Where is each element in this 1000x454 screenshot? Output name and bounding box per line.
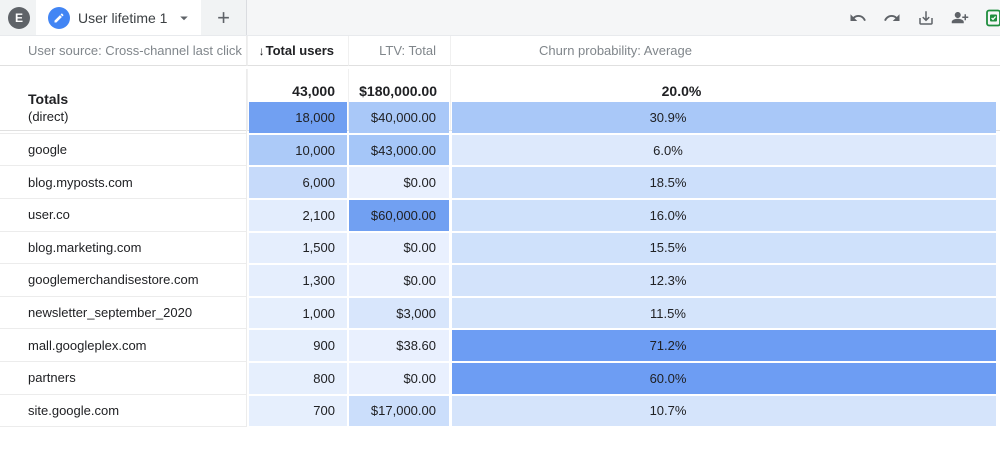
users-heatmap-cell: 1,000 (249, 297, 347, 329)
ltv-heatmap-cell: $0.00 (349, 167, 449, 198)
totals-label: Totals (0, 68, 247, 131)
column-header-total-users-label: Total users (265, 43, 334, 58)
row-source-label[interactable]: (direct) (0, 101, 247, 134)
edit-pencil-icon (48, 6, 70, 29)
row-source-label[interactable]: partners (0, 361, 247, 395)
row-ltv-cell[interactable]: $43,000.00 (348, 134, 450, 167)
row-ltv-cell[interactable]: $17,000.00 (348, 395, 450, 428)
avatar: E (8, 6, 30, 29)
churn-heatmap-cell: 12.3% (452, 265, 996, 296)
row-churn-cell[interactable]: 60.0% (450, 362, 1000, 395)
exploration-table: User source: Cross-channel last click ↓ … (0, 36, 1000, 428)
ltv-heatmap-cell: $0.00 (349, 265, 449, 296)
row-source-label[interactable]: blog.myposts.com (0, 166, 247, 199)
row-source-label[interactable]: newsletter_september_2020 (0, 296, 247, 330)
ltv-heatmap-cell: $3,000 (349, 297, 449, 329)
row-users-cell[interactable]: 800 (247, 362, 348, 395)
totals-users-value: 43,000 (292, 82, 335, 99)
churn-heatmap-cell: 6.0% (452, 134, 996, 166)
row-churn-cell[interactable]: 71.2% (450, 329, 1000, 362)
tab-label: User lifetime 1 (78, 9, 168, 26)
row-users-cell[interactable]: 900 (247, 329, 348, 362)
download-icon[interactable] (916, 8, 936, 28)
users-heatmap-cell: 800 (249, 362, 347, 394)
churn-heatmap-cell: 11.5% (452, 297, 996, 329)
users-heatmap-cell: 1,300 (249, 265, 347, 296)
undo-icon[interactable] (848, 8, 868, 28)
row-ltv-cell[interactable]: $38.60 (348, 329, 450, 362)
churn-heatmap-cell: 30.9% (452, 102, 996, 133)
churn-heatmap-cell: 18.5% (452, 167, 996, 198)
toolbar (247, 0, 1000, 35)
churn-heatmap-cell: 71.2% (452, 330, 996, 361)
redo-icon[interactable] (882, 8, 902, 28)
ltv-heatmap-cell: $0.00 (349, 232, 449, 264)
row-source-label[interactable]: google (0, 133, 247, 167)
row-churn-cell[interactable]: 18.5% (450, 166, 1000, 199)
ltv-heatmap-cell: $0.00 (349, 362, 449, 394)
row-source-label[interactable]: googlemerchandisestore.com (0, 264, 247, 297)
column-header-ltv[interactable]: LTV: Total (348, 36, 450, 66)
row-churn-cell[interactable]: 12.3% (450, 264, 1000, 297)
ltv-heatmap-cell: $38.60 (349, 330, 449, 361)
churn-heatmap-cell: 15.5% (452, 232, 996, 264)
totals-ltv-value: $180,000.00 (359, 82, 437, 99)
row-ltv-cell[interactable]: $3,000 (348, 297, 450, 330)
ltv-heatmap-cell: $43,000.00 (349, 134, 449, 166)
users-heatmap-cell: 2,100 (249, 199, 347, 231)
row-ltv-cell[interactable]: $0.00 (348, 166, 450, 199)
churn-heatmap-cell: 60.0% (452, 362, 996, 394)
column-header-total-users[interactable]: ↓ Total users (247, 36, 348, 66)
row-users-cell[interactable]: 700 (247, 395, 348, 428)
row-churn-cell[interactable]: 16.0% (450, 199, 1000, 232)
row-users-cell[interactable]: 1,300 (247, 264, 348, 297)
row-ltv-cell[interactable]: $60,000.00 (348, 199, 450, 232)
row-users-cell[interactable]: 10,000 (247, 134, 348, 167)
users-heatmap-cell: 6,000 (249, 167, 347, 198)
users-heatmap-cell: 700 (249, 395, 347, 427)
row-churn-cell[interactable]: 6.0% (450, 134, 1000, 167)
column-header-dimension[interactable]: User source: Cross-channel last click (0, 36, 247, 66)
row-users-cell[interactable]: 18,000 (247, 101, 348, 134)
tab-strip: E User lifetime 1 + (0, 0, 247, 35)
avatar-wrap: E (0, 0, 36, 35)
column-header-churn[interactable]: Churn probability: Average (450, 36, 1000, 66)
row-users-cell[interactable]: 1,500 (247, 232, 348, 265)
row-churn-cell[interactable]: 11.5% (450, 297, 1000, 330)
totals-churn-value: 20.0% (661, 82, 702, 99)
row-users-cell[interactable]: 2,100 (247, 199, 348, 232)
row-churn-cell[interactable]: 30.9% (450, 101, 1000, 134)
chevron-down-icon[interactable] (175, 9, 193, 27)
row-source-label[interactable]: mall.googleplex.com (0, 329, 247, 362)
tab-user-lifetime[interactable]: User lifetime 1 (36, 0, 201, 35)
add-tab-button[interactable]: + (201, 0, 247, 35)
ltv-heatmap-cell: $17,000.00 (349, 395, 449, 427)
row-source-label[interactable]: blog.marketing.com (0, 231, 247, 265)
churn-heatmap-cell: 10.7% (452, 395, 996, 427)
tab-bar: E User lifetime 1 + (0, 0, 1000, 36)
row-users-cell[interactable]: 6,000 (247, 166, 348, 199)
ltv-heatmap-cell: $40,000.00 (349, 102, 449, 133)
users-heatmap-cell: 18,000 (249, 102, 347, 133)
export-sheets-icon[interactable] (984, 8, 1000, 28)
users-heatmap-cell: 900 (249, 330, 347, 361)
row-users-cell[interactable]: 1,000 (247, 297, 348, 330)
row-ltv-cell[interactable]: $0.00 (348, 362, 450, 395)
row-ltv-cell[interactable]: $0.00 (348, 232, 450, 265)
users-heatmap-cell: 1,500 (249, 232, 347, 264)
users-heatmap-cell: 10,000 (249, 134, 347, 166)
row-churn-cell[interactable]: 10.7% (450, 395, 1000, 428)
row-churn-cell[interactable]: 15.5% (450, 232, 1000, 265)
row-ltv-cell[interactable]: $40,000.00 (348, 101, 450, 134)
row-ltv-cell[interactable]: $0.00 (348, 264, 450, 297)
ltv-heatmap-cell: $60,000.00 (349, 199, 449, 231)
sort-desc-icon: ↓ (258, 43, 265, 58)
row-source-label[interactable]: site.google.com (0, 394, 247, 428)
churn-heatmap-cell: 16.0% (452, 199, 996, 231)
share-person-add-icon[interactable] (950, 8, 970, 28)
row-source-label[interactable]: user.co (0, 198, 247, 232)
